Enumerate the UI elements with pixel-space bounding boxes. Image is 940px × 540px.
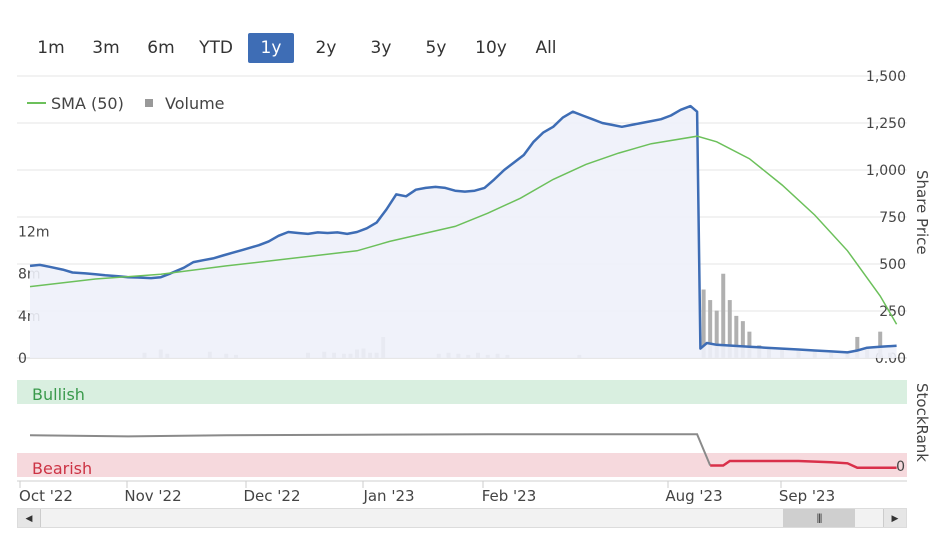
price-tick-label: 1,000: [866, 163, 906, 179]
x-tick-label: Sep '23: [779, 487, 835, 505]
volume-bar: [734, 315, 739, 358]
volume-tick-label: 0: [18, 351, 27, 367]
price-tick-label: 500: [879, 257, 906, 273]
x-tick-label: Aug '23: [665, 487, 722, 505]
price-tick-label: 750: [879, 210, 906, 226]
range-selector: 1m 3m 6m YTD 1y 2y 3y 5y 10y All: [28, 33, 578, 65]
bullish-band: [17, 380, 907, 404]
scroll-left-icon[interactable]: ◀: [18, 509, 41, 527]
price-tick-label: 1,500: [866, 69, 906, 85]
range-button-ytd[interactable]: YTD: [199, 38, 233, 58]
volume-bar: [714, 310, 719, 358]
stockrank-bearish-line: [710, 459, 897, 470]
range-button-10y[interactable]: 10y: [475, 38, 507, 58]
range-button-1y[interactable]: 1y: [248, 33, 294, 63]
range-button-3y[interactable]: 3y: [370, 38, 392, 58]
range-button-2y[interactable]: 2y: [315, 38, 337, 58]
volume-bar: [708, 300, 713, 358]
volume-bar: [878, 331, 883, 358]
price-line: [29, 104, 897, 354]
volume-bar: [740, 321, 745, 358]
range-button-1m[interactable]: 1m: [37, 38, 65, 58]
chart-scrollbar[interactable]: ◀ ||| ▶: [17, 508, 907, 528]
x-tick-label: Feb '23: [482, 487, 537, 505]
bullish-label: Bullish: [32, 385, 85, 404]
volume-tick-label: 12m: [18, 225, 49, 241]
volume-bar: [701, 289, 706, 358]
x-tick-label: Oct '22: [19, 487, 73, 505]
legend-sma-label: SMA (50): [51, 94, 124, 113]
volume-bar: [727, 300, 732, 358]
stockrank-line: [29, 433, 712, 466]
scroll-right-icon[interactable]: ▶: [883, 509, 906, 527]
range-button-all[interactable]: All: [535, 38, 557, 58]
x-tick-label: Jan '23: [362, 487, 414, 505]
price-axis-label: Share Price: [913, 170, 931, 255]
sma-line: [29, 135, 898, 325]
scroll-thumb[interactable]: |||: [783, 509, 855, 527]
x-tick-label: Nov '22: [124, 487, 181, 505]
legend-volume-icon: [145, 99, 153, 107]
bearish-label: Bearish: [32, 459, 92, 478]
volume-bar: [747, 331, 752, 358]
price-tick-label: 250: [879, 304, 906, 320]
volume-bar: [855, 336, 860, 358]
price-tick-label: 1,250: [866, 116, 906, 132]
stockrank-axis-label: StockRank: [913, 383, 931, 462]
bearish-band: [17, 453, 907, 477]
volume-bar: [721, 273, 726, 358]
legend-volume-label: Volume: [165, 94, 225, 113]
price-area: [30, 106, 897, 358]
range-button-3m[interactable]: 3m: [92, 38, 120, 58]
range-button-6m[interactable]: 6m: [147, 38, 175, 58]
range-button-5y[interactable]: 5y: [425, 38, 447, 58]
x-tick-label: Dec '22: [243, 487, 300, 505]
stockrank-tick-label: 0: [896, 459, 905, 475]
